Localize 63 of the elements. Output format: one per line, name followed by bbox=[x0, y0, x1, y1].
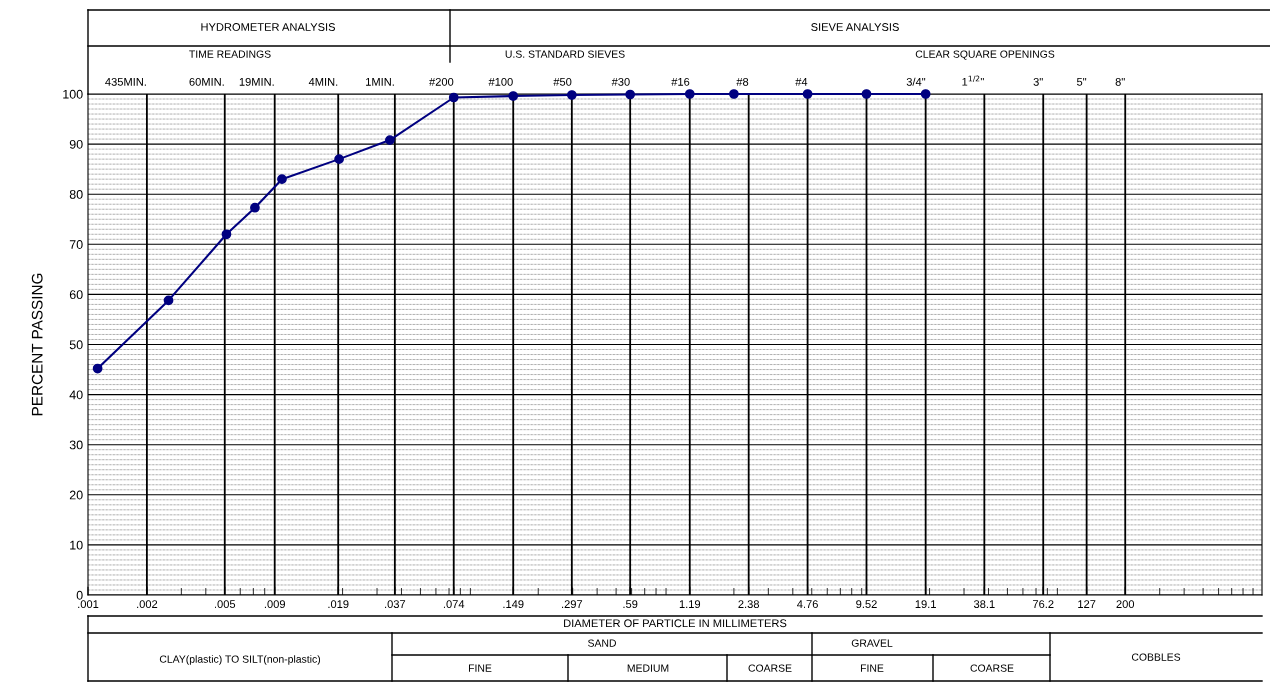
text: 1$^{1/2}$" bbox=[962, 75, 984, 86]
x-tick-label: .59 bbox=[623, 600, 638, 609]
text: FINE bbox=[468, 664, 492, 672]
x-tick-label: 2.38 bbox=[738, 600, 760, 609]
text: #100 bbox=[488, 77, 513, 86]
y-tick-label: 70 bbox=[69, 240, 83, 249]
x-tick-label: .005 bbox=[214, 600, 236, 609]
text: #200 bbox=[429, 77, 454, 86]
text: #8 bbox=[736, 77, 749, 86]
text: 19MIN. bbox=[239, 77, 274, 86]
x-tick-label: .019 bbox=[328, 600, 349, 609]
text: #16 bbox=[671, 77, 690, 86]
x-tick-label: 200 bbox=[1116, 600, 1135, 609]
x-tick-label: .037 bbox=[385, 600, 406, 609]
y-tick-label: 0 bbox=[76, 590, 83, 600]
x-axis-title: DIAMETER OF PARTICLE IN MILLIMETERS bbox=[564, 619, 787, 628]
y-tick-label: 20 bbox=[69, 490, 83, 500]
text: COARSE bbox=[748, 664, 792, 672]
x-tick-label: 38.1 bbox=[973, 600, 995, 609]
text: TIME READINGS bbox=[189, 50, 271, 58]
x-tick-label: .001 bbox=[78, 600, 99, 609]
x-tick-label: .297 bbox=[562, 600, 583, 609]
text: MEDIUM bbox=[627, 664, 669, 672]
text: SAND bbox=[588, 639, 616, 647]
x-tick-label: 19.1 bbox=[915, 600, 936, 609]
x-tick-label: .074 bbox=[443, 600, 465, 609]
x-tick-label: 76.2 bbox=[1032, 600, 1054, 609]
y-tick-label: 90 bbox=[69, 139, 83, 149]
text: 5" bbox=[1076, 78, 1087, 86]
x-tick-label: .149 bbox=[503, 600, 524, 609]
x-tick-label: 127 bbox=[1078, 600, 1096, 608]
text: 3" bbox=[1033, 77, 1043, 86]
text: CLEAR SQUARE OPENINGS bbox=[915, 50, 1055, 60]
text: 60MIN. bbox=[189, 77, 224, 86]
text: 3/4" bbox=[906, 77, 926, 86]
x-tick-label: .009 bbox=[264, 600, 285, 609]
text: 8" bbox=[1115, 77, 1125, 86]
text: U.S. STANDARD SIEVES bbox=[505, 50, 625, 58]
y-tick-label: 100 bbox=[63, 89, 83, 99]
text: SIEVE ANALYSIS bbox=[811, 23, 899, 31]
x-tick-label: 9.52 bbox=[856, 600, 877, 609]
x-tick-label: 1.19 bbox=[679, 600, 701, 609]
text: 435MIN. bbox=[105, 77, 146, 86]
y-tick-label: 60 bbox=[69, 290, 83, 300]
text: COBBLES bbox=[1131, 653, 1181, 661]
text: 1MIN. bbox=[366, 78, 394, 86]
text: #30 bbox=[611, 77, 630, 86]
text: COARSE bbox=[970, 664, 1014, 672]
y-tick-label: 30 bbox=[69, 440, 83, 450]
text: CLAY(plastic) TO SILT(non-plastic) bbox=[159, 655, 321, 665]
y-tick-label: 40 bbox=[69, 390, 83, 400]
x-tick-label: 4.76 bbox=[797, 600, 818, 609]
text: HYDROMETER ANALYSIS bbox=[201, 23, 335, 31]
text: FINE bbox=[860, 664, 884, 672]
y-tick-label: 10 bbox=[70, 540, 83, 550]
x-tick-label: .002 bbox=[137, 600, 158, 609]
text: #50 bbox=[553, 77, 572, 86]
text: #4 bbox=[795, 78, 808, 86]
y-tick-label: 80 bbox=[69, 190, 83, 199]
y-tick-label: 50 bbox=[69, 340, 83, 350]
y-axis-title: PERCENT PASSING bbox=[31, 273, 43, 416]
text: GRAVEL bbox=[851, 639, 893, 647]
text: 4MIN. bbox=[308, 78, 338, 86]
